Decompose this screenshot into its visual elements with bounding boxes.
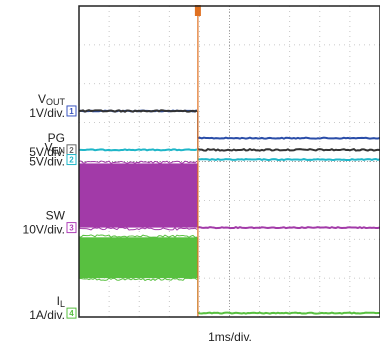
channel-marker-number: 3	[69, 224, 74, 233]
segment-pg	[197, 147, 380, 152]
channel-name-i-l: IL	[57, 294, 65, 309]
channel-marker-2: 2	[66, 144, 77, 156]
channel-marker-number: 2	[69, 146, 74, 155]
channel-name-subscript: L	[60, 299, 65, 309]
segment-v-en	[197, 158, 380, 162]
channel-name-subscript: OUT	[46, 97, 66, 107]
switching-edge-top-sw	[78, 160, 198, 165]
channel-name-main: I	[57, 294, 60, 308]
x-axis-label: 1ms/div.	[208, 330, 252, 344]
channel-name-main: PG	[48, 131, 65, 145]
channel-scale-i-l: 1A/div.	[29, 308, 65, 322]
channel-marker-1: 1	[66, 105, 77, 117]
channel-name-subscript: EN	[52, 146, 65, 156]
plot-frame	[78, 5, 380, 318]
channel-scale-v-out: 1V/div.	[29, 106, 65, 120]
channel-name-v-out: VOUT	[38, 92, 66, 107]
channel-scale-v-en: 5V/div.	[29, 155, 65, 169]
switching-edge-bottom-sw	[78, 226, 198, 231]
channel-scale-pg: 5V/div.	[29, 145, 65, 159]
channel-name-v-en: VEN	[44, 141, 65, 156]
channel-marker-number: 2	[69, 156, 74, 165]
channel-name-main: SW	[46, 209, 66, 223]
channel-name-sw: SW	[46, 209, 66, 223]
channel-marker-4: 4	[66, 307, 77, 319]
segment-i-l	[197, 311, 380, 315]
channel-marker-box	[66, 105, 77, 117]
channel-marker-number: 1	[69, 107, 74, 116]
channel-marker-2: 2	[66, 154, 77, 166]
channel-marker-box	[66, 154, 77, 166]
channel-markers: 1 22 3 4	[66, 105, 77, 319]
switching-band-i-l	[79, 237, 198, 279]
channel-marker-box	[66, 307, 77, 319]
segment-v-en	[78, 148, 198, 152]
channel-scale-sw: 10V/div.	[23, 223, 65, 237]
channel-marker-box	[66, 222, 77, 234]
trigger-marker	[194, 5, 201, 16]
channel-name-main: V	[44, 141, 52, 155]
channel-labels: VOUT1V/div.PG5V/div.VEN5V/div.SW10V/div.…	[23, 92, 66, 322]
switching-edge-top-i-l	[78, 234, 198, 238]
segment-v-out	[197, 136, 380, 140]
channel-marker-3: 3	[66, 222, 77, 234]
waveforms	[78, 5, 380, 317]
switching-band-sw	[79, 163, 198, 228]
channel-name-pg: PG	[48, 131, 65, 145]
switching-edge-bottom-i-l	[78, 277, 198, 282]
segment-sw	[197, 225, 380, 230]
channel-name-main: V	[38, 92, 46, 106]
segment-pg	[78, 109, 198, 113]
channel-marker-number: 4	[69, 309, 74, 318]
trace-sw	[78, 160, 380, 231]
